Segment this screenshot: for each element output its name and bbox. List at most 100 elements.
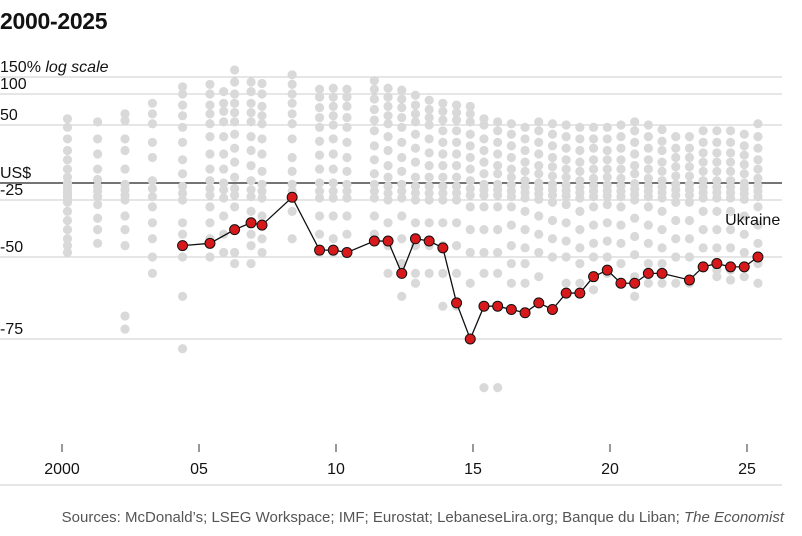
source-publisher: The Economist xyxy=(683,509,784,526)
background-dot xyxy=(438,181,448,191)
background-dot xyxy=(314,92,325,102)
background-dot xyxy=(753,238,763,248)
x-tick-label: 2000 xyxy=(44,461,80,478)
background-dot xyxy=(712,193,722,203)
background-dot xyxy=(506,164,516,174)
background-dot xyxy=(712,126,722,136)
background-dot xyxy=(383,181,393,191)
background-dot xyxy=(643,143,653,153)
background-dot xyxy=(493,161,503,171)
background-dot xyxy=(177,291,188,301)
background-dot xyxy=(424,112,434,123)
background-dot xyxy=(246,98,256,108)
background-dot xyxy=(410,100,421,110)
background-dot xyxy=(177,181,188,191)
background-dot xyxy=(397,166,407,176)
background-dot xyxy=(147,119,158,129)
background-dot xyxy=(602,218,612,228)
background-dot xyxy=(616,238,626,248)
background-dot xyxy=(328,149,338,159)
background-dot xyxy=(575,206,585,216)
background-dot xyxy=(410,109,421,119)
background-dot xyxy=(630,291,640,301)
background-dot xyxy=(246,161,256,171)
background-dot xyxy=(219,132,229,142)
background-dot xyxy=(424,134,434,144)
ukraine-point xyxy=(725,261,737,273)
background-dot xyxy=(369,179,379,189)
background-dot xyxy=(698,176,708,186)
background-dot xyxy=(369,186,379,196)
background-dot xyxy=(397,112,407,123)
background-dot xyxy=(120,145,130,156)
background-dot xyxy=(328,164,338,174)
background-dot xyxy=(246,241,256,251)
y-tick-label: -50 xyxy=(0,239,23,256)
background-dot xyxy=(424,195,434,205)
background-dot xyxy=(547,190,558,200)
background-dot xyxy=(257,134,267,144)
background-dot xyxy=(643,258,653,269)
background-dot xyxy=(177,100,188,110)
chart-title: 2000-2025 xyxy=(0,8,108,34)
background-dot xyxy=(397,152,407,163)
background-dot xyxy=(205,89,215,99)
background-dot xyxy=(177,229,188,239)
background-dot xyxy=(753,119,763,129)
background-dot xyxy=(93,199,103,210)
background-dot xyxy=(438,172,448,182)
background-dot xyxy=(147,218,158,228)
background-dot xyxy=(588,134,599,144)
background-dot xyxy=(287,98,297,108)
x-tick-label: 20 xyxy=(601,461,619,478)
background-dot xyxy=(410,143,421,153)
background-dot xyxy=(438,137,448,147)
background-dot xyxy=(424,188,434,198)
ukraine-point xyxy=(642,267,654,279)
background-dot xyxy=(753,220,763,230)
background-dot xyxy=(753,132,763,142)
background-dot xyxy=(588,252,599,262)
background-dot xyxy=(575,166,585,176)
background-dot xyxy=(177,188,188,198)
background-dot xyxy=(383,188,393,198)
background-dot xyxy=(643,238,653,248)
background-dot xyxy=(342,122,352,132)
background-dot xyxy=(643,192,653,202)
background-dot xyxy=(451,241,462,251)
background-dot xyxy=(219,87,229,97)
background-dot xyxy=(643,120,653,130)
background-dot xyxy=(383,83,393,93)
background-dot xyxy=(547,215,558,226)
background-dot xyxy=(120,211,130,221)
y-tick-label: 100 xyxy=(0,76,27,93)
background-dot xyxy=(383,132,393,142)
background-dot xyxy=(657,145,667,156)
background-dot xyxy=(205,109,215,119)
background-dot xyxy=(257,149,267,159)
background-dot xyxy=(205,218,215,228)
background-dot xyxy=(410,117,421,127)
background-dot xyxy=(602,164,612,174)
background-dot xyxy=(205,183,215,194)
ukraine-point xyxy=(697,261,709,273)
background-dot xyxy=(369,115,379,125)
background-dot xyxy=(547,252,558,262)
background-dot xyxy=(93,164,103,174)
background-dot xyxy=(328,186,338,196)
background-dot xyxy=(410,188,421,198)
background-dot xyxy=(712,206,722,216)
background-dot xyxy=(230,157,240,167)
background-dot xyxy=(616,192,626,202)
background-dot xyxy=(147,98,158,108)
background-dot xyxy=(739,272,749,282)
ukraine-point xyxy=(533,297,545,309)
background-dot xyxy=(246,145,256,156)
background-dot xyxy=(287,119,297,129)
background-dot xyxy=(561,278,571,288)
background-dot xyxy=(257,78,267,89)
background-dot xyxy=(725,206,736,216)
background-dot xyxy=(575,278,585,288)
background-dot xyxy=(506,241,516,251)
